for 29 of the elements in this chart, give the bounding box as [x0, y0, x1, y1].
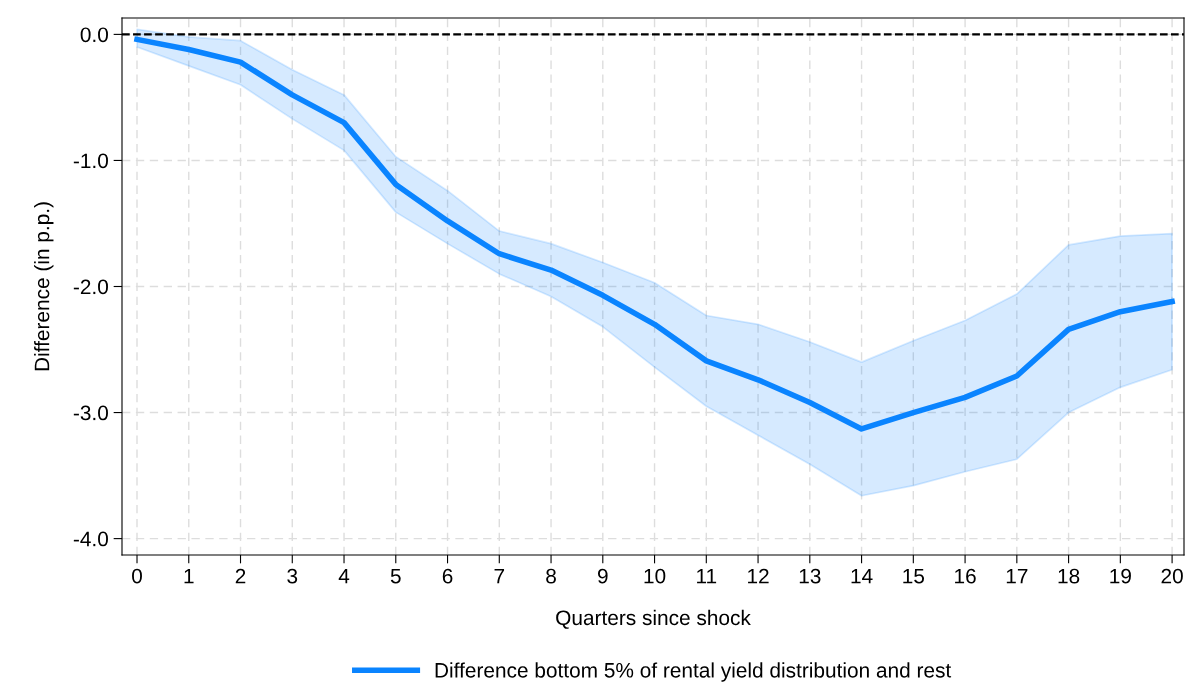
- x-tick-label: 1: [184, 568, 194, 584]
- x-tick-label: 12: [748, 568, 769, 584]
- x-tick-label: 19: [1110, 568, 1131, 584]
- x-tick-label: 15: [903, 568, 925, 584]
- x-tick-label: 11: [697, 568, 717, 584]
- x-tick-label: 16: [955, 568, 976, 584]
- x-tick-label: 2: [235, 568, 246, 584]
- x-tick-label: 14: [851, 568, 873, 584]
- x-tick-label: 3: [287, 568, 298, 584]
- y-tick-label: -3.0: [73, 405, 108, 421]
- x-tick-label: 10: [644, 568, 666, 584]
- y-tick-label: -2.0: [73, 279, 108, 295]
- y-tick-label: -1.0: [73, 153, 108, 169]
- x-tick-label: 4: [338, 568, 350, 584]
- x-axis-title: Quarters since shock: [556, 609, 751, 629]
- x-tick-label: 17: [1006, 568, 1028, 584]
- x-tick-label: 8: [546, 568, 556, 584]
- legend-label: Difference bottom 5% of rental yield distribution and rest: [435, 662, 952, 682]
- x-tick-label: 13: [799, 568, 821, 584]
- y-tick-label: 0.0: [80, 27, 108, 43]
- x-tick-label: 5: [390, 568, 401, 584]
- x-tick-label: 0: [132, 568, 142, 584]
- x-tick-label: 7: [494, 568, 505, 584]
- x-tick-label: 6: [442, 568, 453, 584]
- x-tick-label: 18: [1058, 568, 1080, 584]
- x-tick-label: 20: [1161, 568, 1183, 584]
- x-tick-label: 9: [597, 568, 608, 584]
- y-tick-label: -4.0: [73, 531, 108, 547]
- y-axis-title: Difference (in p.p.): [34, 202, 54, 371]
